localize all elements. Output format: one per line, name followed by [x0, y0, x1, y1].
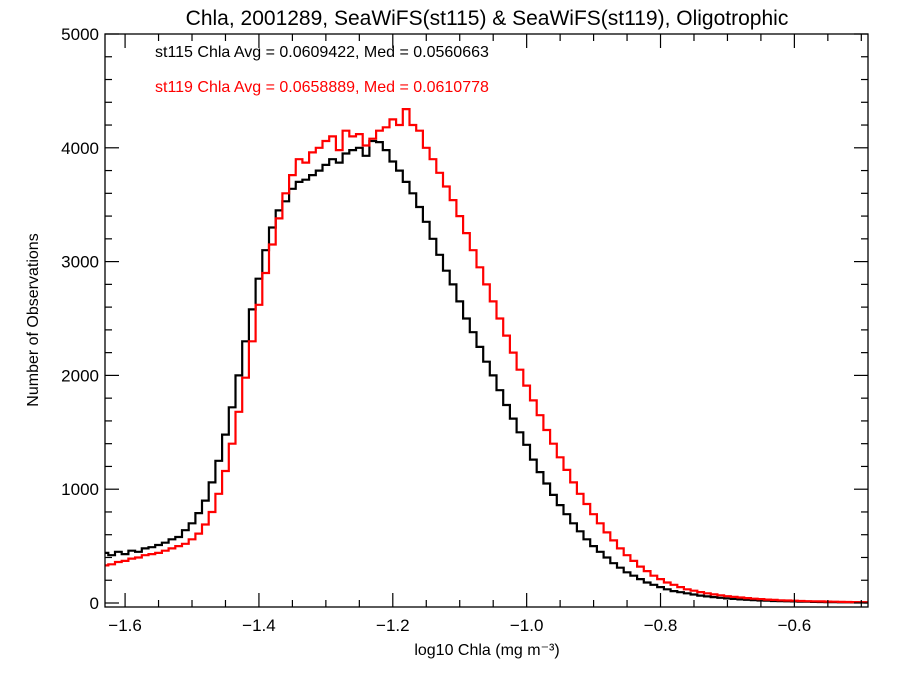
- series-layer: [105, 108, 868, 604]
- y-tick-label: 3000: [61, 253, 99, 272]
- plot-frame: [104, 33, 869, 608]
- y-tick-label: 2000: [61, 366, 99, 385]
- x-axis-label: log10 Chla (mg m⁻³): [414, 642, 559, 659]
- y-tick-label: 1000: [61, 480, 99, 499]
- y-axis-label: Number of Observations: [25, 233, 42, 406]
- chart-title: Chla, 2001289, SeaWiFS(st115) & SeaWiFS(…: [186, 7, 789, 30]
- x-tick-label: −0.8: [644, 616, 678, 635]
- series-st115: [105, 139, 868, 604]
- x-tick-label: −1.6: [108, 616, 142, 635]
- y-tick-label: 5000: [61, 25, 99, 44]
- x-tick-label: −1.4: [242, 616, 276, 635]
- y-tick-label: 4000: [61, 139, 99, 158]
- axis-layer: −1.6 −1.4 −1.2 −1.0 −0.8 −0.6 0 1000 2000 3000 400…: [61, 25, 868, 635]
- x-tick-label: −1.2: [376, 616, 410, 635]
- series-st119: [105, 108, 868, 604]
- annotation-st115: st115 Chla Avg = 0.0609422, Med = 0.0560…: [155, 44, 489, 61]
- y-tick-label: 0: [90, 594, 99, 613]
- annotation-st119: st119 Chla Avg = 0.0658889, Med = 0.0610…: [155, 79, 489, 96]
- x-tick-label: −1.0: [510, 616, 544, 635]
- x-tick-label: −0.6: [778, 616, 812, 635]
